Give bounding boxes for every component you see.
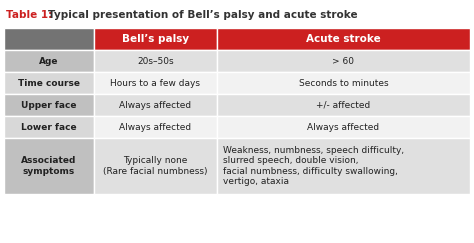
- Text: Table 1:: Table 1:: [6, 10, 56, 20]
- Bar: [4, 28, 94, 50]
- Text: +/- affected: +/- affected: [316, 101, 371, 110]
- Bar: [94, 50, 217, 72]
- Text: Acute stroke: Acute stroke: [306, 34, 381, 44]
- Bar: [4, 116, 94, 138]
- Bar: [217, 28, 470, 50]
- Bar: [217, 50, 470, 72]
- Bar: [4, 50, 94, 72]
- Bar: [217, 72, 470, 94]
- Bar: [217, 138, 470, 194]
- Bar: [4, 138, 94, 194]
- Text: Typically none
(Rare facial numbness): Typically none (Rare facial numbness): [103, 156, 208, 176]
- Text: Typical presentation of Bell’s palsy and acute stroke: Typical presentation of Bell’s palsy and…: [48, 10, 357, 20]
- Text: 20s–50s: 20s–50s: [137, 57, 174, 66]
- Text: Hours to a few days: Hours to a few days: [110, 78, 201, 87]
- Bar: [4, 72, 94, 94]
- Text: Seconds to minutes: Seconds to minutes: [299, 78, 388, 87]
- Text: Lower face: Lower face: [21, 122, 77, 131]
- Text: Age: Age: [39, 57, 59, 66]
- Text: Always affected: Always affected: [119, 122, 191, 131]
- Text: Weakness, numbness, speech difficulty,
slurred speech, double vision,
facial num: Weakness, numbness, speech difficulty, s…: [223, 146, 404, 186]
- Text: Time course: Time course: [18, 78, 80, 87]
- Bar: [94, 116, 217, 138]
- Bar: [94, 138, 217, 194]
- Text: Associated
symptoms: Associated symptoms: [21, 156, 77, 176]
- Bar: [94, 28, 217, 50]
- Bar: [217, 116, 470, 138]
- Text: Bell’s palsy: Bell’s palsy: [122, 34, 189, 44]
- Text: Upper face: Upper face: [21, 101, 77, 110]
- Bar: [4, 94, 94, 116]
- Bar: [94, 94, 217, 116]
- Bar: [94, 72, 217, 94]
- Text: Always affected: Always affected: [119, 101, 191, 110]
- Bar: [217, 94, 470, 116]
- Text: > 60: > 60: [332, 57, 355, 66]
- Text: Always affected: Always affected: [308, 122, 380, 131]
